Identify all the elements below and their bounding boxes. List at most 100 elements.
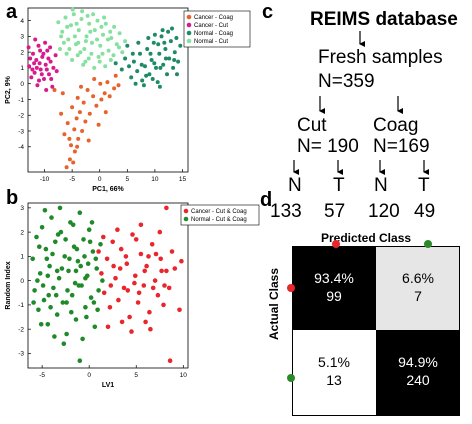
flow-coag-n: N=169 <box>373 136 430 157</box>
point-cancer-cut <box>28 56 33 61</box>
point-cancer-cut <box>33 37 38 42</box>
point-normal-cut-coag <box>43 246 49 252</box>
point-cancer-cut <box>49 77 54 81</box>
legend-marker-normal-cut <box>186 38 192 44</box>
point-normal-cut <box>92 28 97 33</box>
point-cancer-cut <box>32 61 37 66</box>
point-normal-cut-coag <box>53 292 59 298</box>
point-cancer-cut <box>37 78 41 83</box>
point-normal-cut-coag <box>94 266 99 271</box>
point-normal-coag <box>113 61 118 66</box>
point-normal-cut <box>82 47 87 51</box>
legend-marker-cancer-coag <box>186 14 192 20</box>
matrix-cell-tp: 94.9% 240 <box>376 330 460 416</box>
point-normal-coag <box>168 39 173 44</box>
point-cancer-cut <box>47 72 51 77</box>
point-cancer-coag <box>94 103 99 108</box>
matrix-cell-fp: 6.6% 7 <box>376 246 460 330</box>
y-tick-label: -1 <box>18 97 24 104</box>
point-normal-cut-coag <box>34 234 39 240</box>
point-normal-cut <box>96 54 101 59</box>
point-cancer-cut-coag <box>149 242 155 247</box>
point-normal-cut-coag <box>37 244 42 249</box>
point-cancer-cut-coag <box>119 319 125 325</box>
point-normal-cut-coag <box>47 263 52 269</box>
point-cancer-cut-coag <box>101 290 107 296</box>
point-normal-cut <box>84 34 89 39</box>
point-normal-cut <box>83 39 88 44</box>
point-normal-coag <box>150 77 155 81</box>
point-normal-coag <box>125 43 130 48</box>
point-normal-cut-coag <box>44 256 50 262</box>
point-cancer-coag <box>102 91 107 96</box>
y-tick-label: 3 <box>20 34 24 41</box>
point-normal-cut <box>65 24 70 29</box>
point-normal-coag <box>152 32 157 37</box>
point-normal-cut <box>70 7 75 12</box>
point-normal-cut <box>87 21 92 26</box>
x-tick-label: -5 <box>69 176 75 183</box>
point-cancer-coag <box>99 97 104 102</box>
point-normal-cut <box>108 58 113 62</box>
point-cancer-cut-coag <box>117 266 123 271</box>
point-normal-cut <box>91 12 96 17</box>
point-cancer-coag <box>91 94 96 99</box>
flow-coag-normal-count: 120 <box>368 201 400 222</box>
point-cancer-coag <box>81 100 86 105</box>
legend-label-normal-cut: Normal - Cut <box>194 39 228 45</box>
point-normal-cut-coag <box>74 246 80 252</box>
y-tick-label: -3 <box>18 351 24 358</box>
matrix-cell-tn-pct: 93.4% <box>314 270 354 286</box>
y-tick-label: 2 <box>20 49 24 56</box>
point-cancer-cut-coag <box>158 256 163 262</box>
point-cancer-cut-coag <box>142 268 147 274</box>
point-cancer-cut-coag <box>138 251 144 257</box>
point-normal-coag <box>157 84 162 89</box>
point-normal-cut-coag <box>41 297 47 303</box>
point-normal-coag <box>140 78 145 83</box>
point-normal-cut <box>101 32 105 37</box>
point-normal-coag <box>163 56 168 61</box>
point-normal-cut <box>59 34 64 39</box>
legend-box <box>180 204 260 226</box>
point-cancer-coag <box>76 136 81 141</box>
point-normal-coag <box>149 58 154 62</box>
predicted-class-label: Predicted Class <box>321 231 412 245</box>
point-normal-cut <box>123 39 128 44</box>
point-cancer-cut-coag <box>104 256 110 262</box>
point-normal-cut <box>86 56 91 61</box>
point-normal-coag <box>171 65 176 70</box>
flow-cut-tumor-label: T <box>333 175 345 196</box>
flow-total: N=359 <box>318 71 375 92</box>
point-cancer-cut <box>39 72 44 77</box>
actual-class-label: Actual Class <box>267 267 281 340</box>
point-normal-cut-coag <box>63 237 68 242</box>
point-normal-cut-coag <box>67 256 72 262</box>
point-cancer-coag <box>75 95 80 100</box>
point-normal-cut-coag <box>49 215 54 220</box>
point-cancer-cut-coag <box>166 285 172 291</box>
flow-coag-tumor-label: T <box>418 175 430 196</box>
point-normal-cut-coag <box>77 210 83 215</box>
point-cancer-cut <box>46 56 51 61</box>
point-normal-coag <box>129 75 134 80</box>
legend-marker-cancer-cut <box>186 22 192 28</box>
point-cancer-cut <box>38 48 43 53</box>
point-cancer-cut-coag <box>157 229 163 235</box>
flow-fresh-samples: Fresh samples <box>318 47 443 68</box>
point-normal-cut <box>83 59 88 64</box>
x-tick-label: -10 <box>40 176 50 183</box>
point-cancer-cut <box>48 59 53 64</box>
point-normal-cut-coag <box>40 283 46 288</box>
legend-box <box>183 10 251 48</box>
point-cancer-coag <box>67 136 72 141</box>
point-normal-cut-coag <box>77 358 83 364</box>
flow-cut-tumor-count: 57 <box>324 201 346 222</box>
flow-cut-normal-label: N <box>288 175 302 196</box>
point-cancer-cut-coag <box>127 314 132 320</box>
point-cancer-cut-coag <box>152 278 158 283</box>
point-normal-cut <box>71 12 76 17</box>
panel-letter-a: a <box>6 1 18 23</box>
point-normal-coag <box>159 34 164 39</box>
